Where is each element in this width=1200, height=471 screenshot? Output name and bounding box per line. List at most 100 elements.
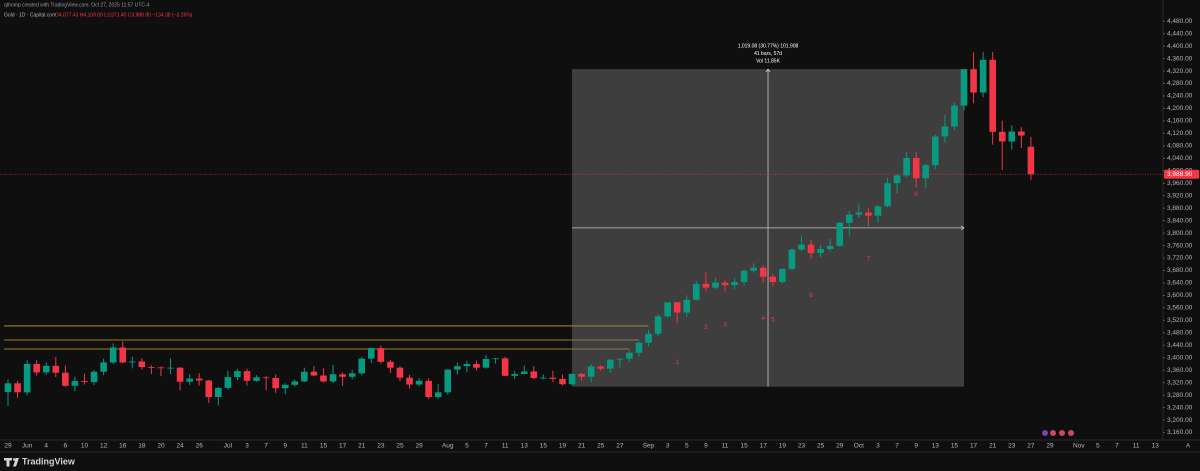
candle-body — [473, 363, 480, 368]
annotation: 8 — [914, 191, 918, 198]
candle-body — [71, 381, 79, 386]
measure-arrow — [960, 225, 965, 231]
candle-body — [454, 366, 461, 370]
event-icons — [1042, 430, 1074, 436]
candle-body — [167, 367, 174, 369]
x-tick-label: 7 — [895, 443, 899, 450]
x-tick-label: 27 — [616, 443, 624, 450]
last-price-box — [1164, 169, 1199, 179]
y-tick-label: 3,200.00 — [1167, 417, 1193, 424]
x-tick-label: 29 — [4, 443, 12, 450]
candle-body — [358, 358, 366, 374]
candle-body — [42, 365, 50, 373]
y-tick-label: 3,480.00 — [1167, 330, 1193, 337]
ohlc-legend: O4,077.43 H4,109.09 L3,971.40 C3,988.90 … — [55, 12, 193, 18]
candle-body — [941, 126, 949, 137]
chart-title: qthomp created with TradingView.com, Oct… — [4, 2, 150, 8]
x-tick-label: 11 — [1133, 443, 1140, 450]
candle-body — [100, 362, 107, 372]
candle-body — [224, 377, 232, 388]
measure-arrow — [765, 68, 771, 73]
x-tick-label: 15 — [540, 443, 548, 450]
x-tick-label: 23 — [377, 443, 385, 450]
candle-body — [884, 183, 891, 207]
x-tick-label: 23 — [798, 443, 806, 450]
y-tick-label: 4,240.00 — [1167, 93, 1193, 100]
candle-body — [664, 302, 671, 317]
candle-body — [951, 105, 958, 127]
candle-body — [759, 267, 767, 277]
x-tick-label: 17 — [339, 443, 347, 450]
x-tick-label: 13 — [1152, 443, 1160, 450]
candle-body — [645, 333, 652, 343]
y-tick-label: 3,640.00 — [1167, 280, 1193, 287]
candle-body — [434, 392, 442, 397]
y-tick-label: 4,400.00 — [1167, 43, 1193, 50]
y-tick-label: 3,320.00 — [1167, 379, 1193, 386]
x-tick-label: 26 — [196, 443, 204, 450]
x-tick-label: 5 — [685, 443, 689, 450]
candle-body — [243, 371, 251, 381]
candle-body — [234, 371, 241, 378]
candle-body — [511, 373, 518, 376]
candle-body — [989, 59, 996, 132]
y-tick-label: 3,920.00 — [1167, 192, 1193, 199]
candle-body — [788, 249, 796, 269]
candle-body — [109, 347, 117, 363]
x-tick-label: 5 — [465, 443, 469, 450]
candle-body — [559, 378, 566, 385]
event-icon — [1050, 430, 1056, 436]
auto-scale-button[interactable]: A — [1186, 444, 1190, 450]
y-tick-label: 4,120.00 — [1167, 130, 1193, 137]
candle-body — [52, 365, 60, 373]
candle-body — [998, 131, 1006, 142]
candle-body — [740, 270, 748, 283]
y-tick-label: 3,880.00 — [1167, 205, 1193, 212]
candle-body — [855, 212, 863, 215]
candle-body — [396, 367, 404, 378]
logo: TradingView — [4, 456, 76, 467]
x-tick-label: 29 — [1046, 443, 1054, 450]
candle-body — [329, 374, 337, 382]
x-tick-label: 9 — [914, 443, 918, 450]
candle-body — [1008, 131, 1016, 142]
x-tick-label: 7 — [484, 443, 488, 450]
x-tick-label: Sep — [643, 443, 655, 450]
x-tick-label: 5 — [1096, 443, 1100, 450]
y-tick-label: 3,840.00 — [1167, 217, 1193, 224]
y-tick-label: 3,600.00 — [1167, 292, 1193, 299]
x-tick-label: 4 — [44, 443, 48, 450]
y-tick-label: 4,040.00 — [1167, 155, 1193, 162]
candle-body — [702, 283, 710, 288]
last-price-label: 3,988.90 — [1167, 171, 1193, 178]
x-tick-label: 25 — [396, 443, 404, 450]
candle-body — [1018, 131, 1025, 136]
y-tick-label: 3,680.00 — [1167, 267, 1193, 274]
candle-body — [272, 377, 279, 389]
candle-body — [568, 373, 576, 385]
x-tick-label: Nov — [1073, 443, 1085, 450]
plot-area: 1,019.08 (30.77%) 101,908 41 bars, 57dVol… — [4, 43, 1035, 407]
x-tick-label: 21 — [578, 443, 586, 450]
x-tick-label: 13 — [932, 443, 940, 450]
candle-body — [912, 157, 920, 179]
candle-body — [138, 361, 146, 368]
candle-body — [186, 378, 193, 382]
x-tick-label: 11 — [722, 443, 729, 450]
y-tick-label: 3,720.00 — [1167, 255, 1193, 262]
candle-body — [520, 371, 528, 374]
y-tick-label: 4,440.00 — [1167, 30, 1193, 37]
candle-body — [253, 377, 260, 381]
y-tick-label: 3,960.00 — [1167, 180, 1193, 187]
candle-body — [530, 371, 538, 378]
candle-body — [712, 282, 719, 288]
candle-body — [367, 348, 375, 359]
x-tick-label: 19 — [559, 443, 567, 450]
candle-body — [540, 377, 547, 379]
x-tick-label: 11 — [301, 443, 308, 450]
candle-body — [14, 383, 21, 393]
candle-body — [501, 358, 509, 376]
y-tick-label: 3,160.00 — [1167, 429, 1193, 436]
candle-body — [320, 375, 327, 382]
